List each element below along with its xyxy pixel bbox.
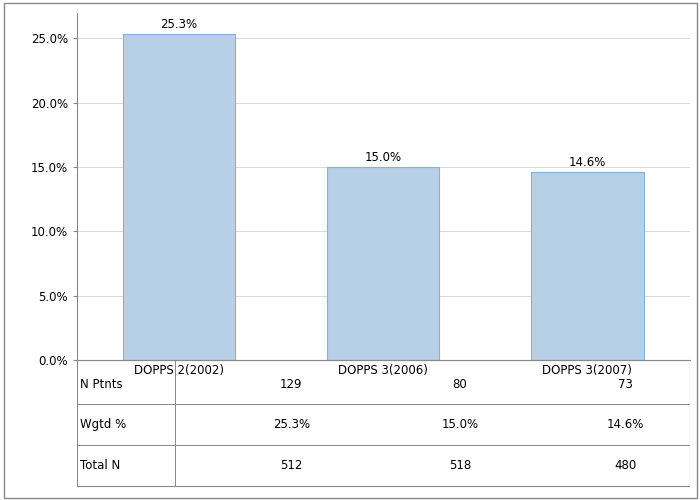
Text: Total N: Total N: [80, 459, 120, 472]
Text: 480: 480: [614, 459, 636, 472]
Text: 73: 73: [617, 378, 633, 390]
Text: 14.6%: 14.6%: [606, 418, 644, 431]
Text: 25.3%: 25.3%: [273, 418, 310, 431]
Bar: [327, 167, 440, 360]
Text: 15.0%: 15.0%: [441, 418, 478, 431]
Bar: [531, 172, 643, 360]
Bar: [123, 34, 235, 360]
Text: 25.3%: 25.3%: [160, 18, 197, 31]
Text: 518: 518: [449, 459, 471, 472]
Text: 15.0%: 15.0%: [365, 150, 402, 164]
Text: 129: 129: [280, 378, 302, 390]
Text: N Ptnts: N Ptnts: [80, 378, 122, 390]
Text: Wgtd %: Wgtd %: [80, 418, 126, 431]
Text: 512: 512: [280, 459, 302, 472]
Text: 80: 80: [452, 378, 467, 390]
Text: 14.6%: 14.6%: [568, 156, 606, 169]
